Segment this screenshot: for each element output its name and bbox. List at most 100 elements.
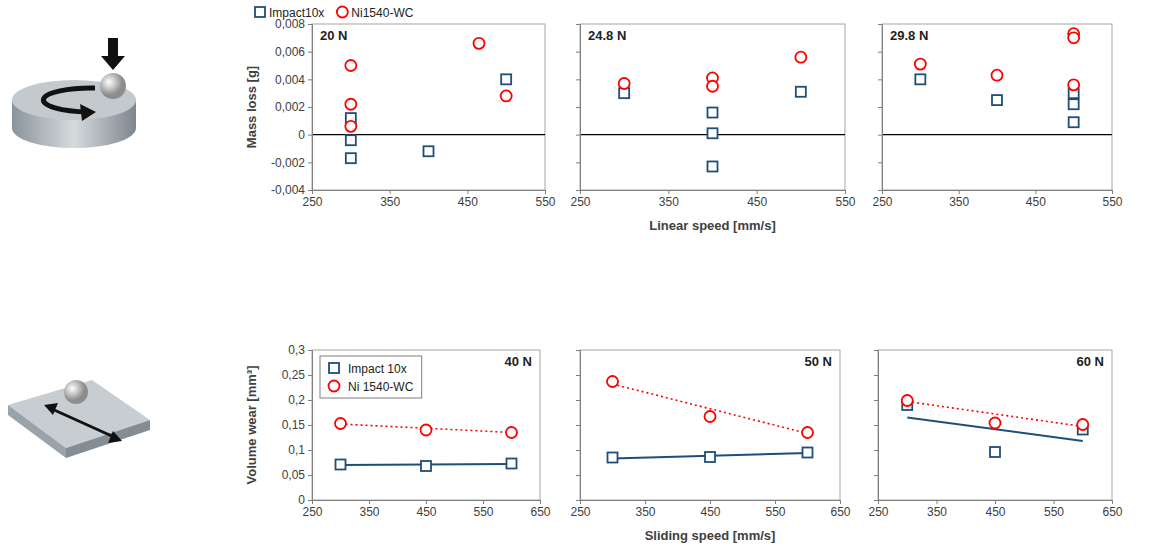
y-tick — [576, 190, 580, 191]
zero-line — [882, 134, 1112, 135]
point — [336, 460, 346, 470]
legend-item: Impact 10x — [329, 362, 407, 376]
point — [421, 425, 432, 436]
y-tick-label: 0,004 — [275, 73, 305, 87]
point — [992, 70, 1003, 81]
x-tick: 350 — [927, 500, 947, 519]
y-tick — [576, 79, 580, 80]
point-marker — [1068, 32, 1079, 43]
y-tick — [576, 24, 580, 25]
x-tick: 450 — [1026, 190, 1046, 209]
y-tick: 0,006 — [275, 45, 312, 59]
point-marker — [1069, 117, 1079, 127]
y-tick — [878, 190, 882, 191]
y-tick — [874, 500, 878, 501]
x-tick-label: 350 — [380, 195, 400, 209]
plot-area — [619, 52, 807, 172]
y-tick: 0,3 — [288, 343, 312, 357]
x-tick-label: 650 — [830, 505, 850, 519]
series — [619, 87, 806, 172]
point-marker — [608, 453, 618, 463]
y-tick-mark — [878, 79, 882, 80]
point — [990, 418, 1001, 429]
plot-frame — [312, 350, 540, 500]
point — [708, 161, 718, 171]
point — [506, 427, 517, 438]
x-tick: 650 — [830, 500, 850, 519]
plot-area — [607, 376, 813, 463]
plot-area — [902, 395, 1089, 457]
y-axis — [576, 351, 581, 501]
y-tick-mark — [576, 450, 580, 451]
rotation-arrow-head — [80, 104, 96, 121]
y-tick-label: 0,05 — [282, 468, 306, 482]
y-tick-label: -0,004 — [271, 183, 305, 197]
plot-area — [915, 28, 1079, 127]
x-tick: 250 — [570, 500, 590, 519]
x-axis-line — [581, 501, 841, 505]
y-tick-label: 0 — [298, 493, 305, 507]
y-tick-mark — [308, 190, 312, 191]
y-tick-mark — [576, 135, 580, 136]
point — [607, 376, 618, 387]
y-tick-mark — [308, 162, 312, 163]
point-marker — [708, 128, 718, 138]
y-tick-label: 0,006 — [275, 45, 305, 59]
legend-marker — [329, 363, 339, 373]
x-tick-label: 450 — [747, 195, 767, 209]
y-axis-line — [576, 351, 581, 501]
x-tick-mark — [467, 190, 468, 194]
series — [902, 395, 1089, 430]
x-tick-label: 450 — [458, 195, 478, 209]
x-tick-label: 250 — [302, 195, 322, 209]
y-tick — [576, 475, 580, 476]
point-marker — [992, 95, 1002, 105]
y-axis-line — [878, 25, 883, 191]
panel-title: 50 N — [805, 354, 832, 369]
y-tick: 0,004 — [275, 73, 312, 87]
y-tick-mark — [576, 375, 580, 376]
x-tick-mark — [845, 190, 846, 194]
x-axis: 250350450550 — [302, 190, 555, 209]
x-tick-mark — [757, 190, 758, 194]
y-tick: 0 — [298, 493, 312, 507]
panel-title: 20 N — [320, 28, 347, 43]
y-axis — [878, 25, 883, 191]
point — [705, 411, 716, 422]
stroke-arrow-head — [108, 431, 122, 443]
series — [915, 28, 1079, 90]
y-tick — [878, 135, 882, 136]
y-tick — [576, 375, 580, 376]
y-tick — [874, 450, 878, 451]
y-tick-mark — [878, 162, 882, 163]
panel-title: 40 N — [505, 354, 532, 369]
panel: 250350450550-0,004-0,00200,0020,0040,006… — [244, 6, 556, 209]
x-tick: 350 — [635, 500, 655, 519]
x-tick-label: 250 — [868, 505, 888, 519]
point-marker — [708, 108, 718, 118]
point — [707, 81, 718, 92]
y-tick — [576, 425, 580, 426]
x-tick-label: 450 — [985, 505, 1005, 519]
legend-item: Ni 1540-WC — [329, 380, 414, 394]
legend-item: Impact10x — [255, 6, 324, 20]
y-tick: -0,004 — [271, 183, 312, 197]
y-tick-mark — [308, 24, 312, 25]
y-tick-mark — [308, 350, 312, 351]
series — [335, 418, 517, 438]
x-tick-label: 250 — [302, 505, 322, 519]
point-marker — [501, 74, 511, 84]
point-marker — [421, 425, 432, 436]
y-tick-mark — [308, 450, 312, 451]
x-tick-label: 250 — [570, 195, 590, 209]
x-axis: 250350450550650 — [868, 500, 1122, 519]
series — [336, 459, 517, 472]
point-marker — [708, 161, 718, 171]
y-tick-mark — [878, 52, 882, 53]
point-marker — [1068, 79, 1079, 90]
x-axis: 250350450550650 — [570, 500, 850, 519]
point — [1069, 99, 1079, 109]
point-marker — [335, 418, 346, 429]
y-axis-title: Volume wear [mm³] — [244, 366, 259, 485]
y-tick — [576, 500, 580, 501]
